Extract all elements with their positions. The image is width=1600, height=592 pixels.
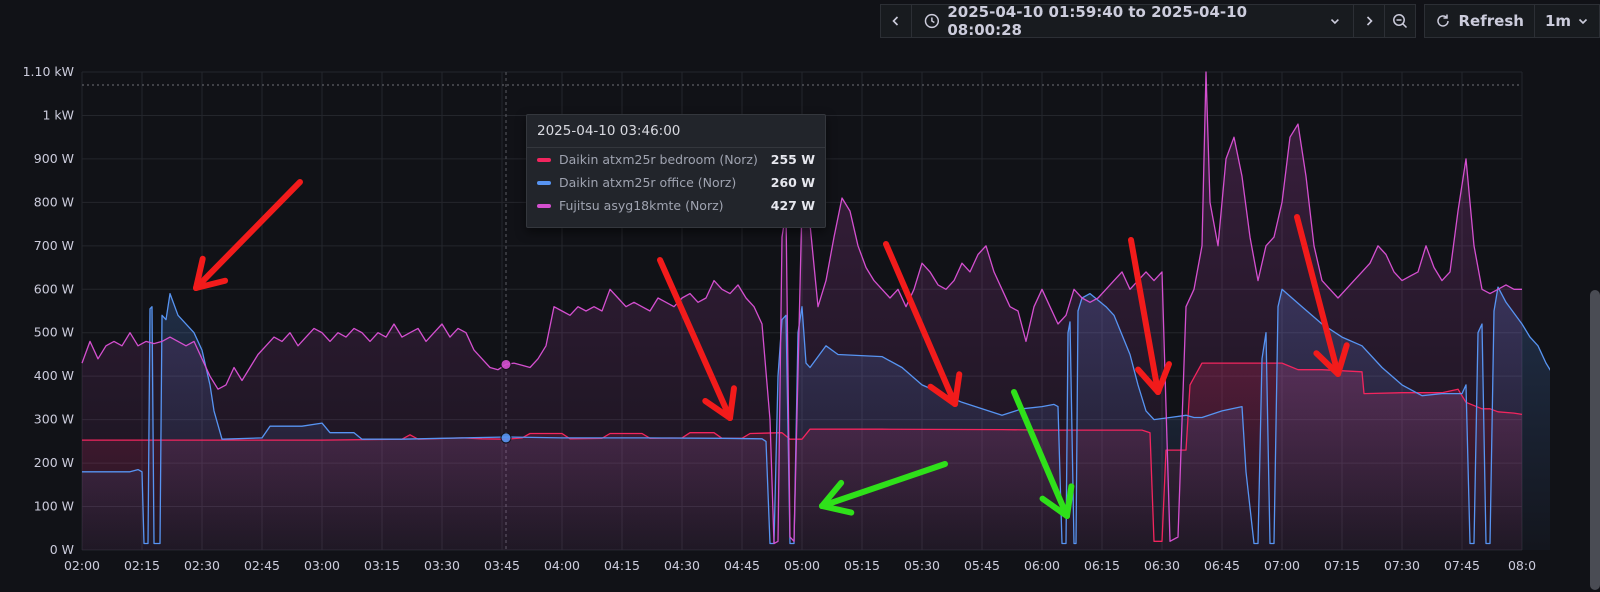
x-tick-label: 02:00 [64,558,100,573]
red-arrow [1128,237,1172,395]
clock-icon [924,13,939,29]
x-tick-label: 07:00 [1264,558,1300,573]
tooltip-series-name: Daikin atxm25r bedroom (Norz) [559,152,758,167]
x-tick-label: 04:30 [664,558,700,573]
tooltip-time: 2025-04-10 03:46:00 [527,115,825,148]
series-line [82,286,1550,545]
y-tick-label: 100 W [34,499,74,514]
x-tick-label: 07:30 [1384,558,1420,573]
series-line [82,362,1523,542]
tooltip-row: Daikin atxm25r bedroom (Norz) 255 W [527,148,825,171]
page-scrollbar[interactable] [1590,290,1600,590]
x-tick-label: 07:45 [1444,558,1480,573]
x-tick-label: 06:15 [1084,558,1120,573]
hover-tooltip: 2025-04-10 03:46:00 Daikin atxm25r bedro… [526,114,826,228]
y-tick-label: 800 W [34,194,74,209]
tooltip-swatch [537,180,551,185]
x-tick-label: 05:30 [904,558,940,573]
y-tick-label: 400 W [34,368,74,383]
x-tick-label: 08:0 [1508,558,1536,573]
y-tick-label: 200 W [34,455,74,470]
tooltip-swatch [537,203,551,208]
x-tick-label: 06:45 [1204,558,1240,573]
tooltip-series-name: Fujitsu asyg18kmte (Norz) [559,198,724,213]
tooltip-value: 427 W [770,198,815,213]
time-range-picker[interactable]: 2025-04-10 01:59:40 to 2025-04-10 08:00:… [910,3,1355,39]
x-tick-label: 03:45 [484,558,520,573]
y-tick-label: 600 W [34,281,74,296]
x-tick-label: 04:45 [724,558,760,573]
hover-point [500,358,512,370]
red-arrow [193,179,303,291]
y-tick-label: 0 W [50,542,74,557]
red-arrow [1294,214,1350,377]
refresh-button[interactable]: Refresh [1423,4,1535,38]
refresh-label: Refresh [1458,12,1524,30]
x-tick-label: 05:00 [784,558,820,573]
refresh-interval-label: 1m [1544,12,1572,30]
x-tick-label: 04:15 [604,558,640,573]
y-axis: 0 W 100 W 200 W 300 W 400 W 500 W 600 W 700 W 80… [23,64,74,557]
x-tick-label: 02:45 [244,558,280,573]
zoom-out-button[interactable] [1383,4,1416,38]
x-tick-label: 07:15 [1324,558,1360,573]
x-tick-label: 06:30 [1144,558,1180,573]
x-axis: 02:00 02:15 02:30 02:45 03:00 03:15 03:30 03:45… [64,558,1536,573]
red-arrow [657,257,737,421]
x-tick-label: 05:45 [964,558,1000,573]
chevron-right-icon [1367,16,1373,26]
tooltip-value: 255 W [770,152,815,167]
x-tick-label: 04:00 [544,558,580,573]
hover-point [500,432,512,444]
x-tick-label: 02:15 [124,558,160,573]
zoom-out-icon [1392,14,1407,29]
chevron-left-icon [892,16,898,26]
tooltip-value: 260 W [770,175,815,190]
y-tick-label: 1.10 kW [23,64,74,79]
green-arrow [819,461,948,516]
chevron-down-icon [1331,18,1340,25]
x-tick-label: 03:30 [424,558,460,573]
x-tick-label: 03:15 [364,558,400,573]
red-arrow [883,241,963,407]
time-range-label: 2025-04-10 01:59:40 to 2025-04-10 08:00:… [947,3,1248,39]
tooltip-swatch [537,157,551,162]
refresh-icon [1436,14,1449,27]
x-tick-label: 06:00 [1024,558,1060,573]
x-tick-label: 05:15 [844,558,880,573]
refresh-group: Refresh 1m [1423,4,1600,38]
time-back-button[interactable] [880,4,912,38]
series-lines [81,71,1550,545]
x-tick-label: 02:30 [184,558,220,573]
time-picker-toolbar: 2025-04-10 01:59:40 to 2025-04-10 08:00:… [880,3,1600,39]
refresh-interval-picker[interactable]: 1m [1533,4,1600,38]
green-arrow [1011,389,1075,519]
annotation-overlay [193,179,1350,519]
tooltip-row: Daikin atxm25r office (Norz) 260 W [527,171,825,194]
y-tick-label: 1 kW [42,107,74,122]
y-tick-label: 500 W [34,325,74,340]
y-tick-label: 900 W [34,151,74,166]
tooltip-series-name: Daikin atxm25r office (Norz) [559,175,737,190]
chevron-down-icon [1578,18,1588,25]
y-tick-label: 300 W [34,412,74,427]
y-tick-label: 700 W [34,238,74,253]
x-tick-label: 03:00 [304,558,340,573]
time-forward-button[interactable] [1353,4,1385,38]
series-line [81,71,1522,545]
tooltip-row: Fujitsu asyg18kmte (Norz) 427 W [527,194,825,217]
